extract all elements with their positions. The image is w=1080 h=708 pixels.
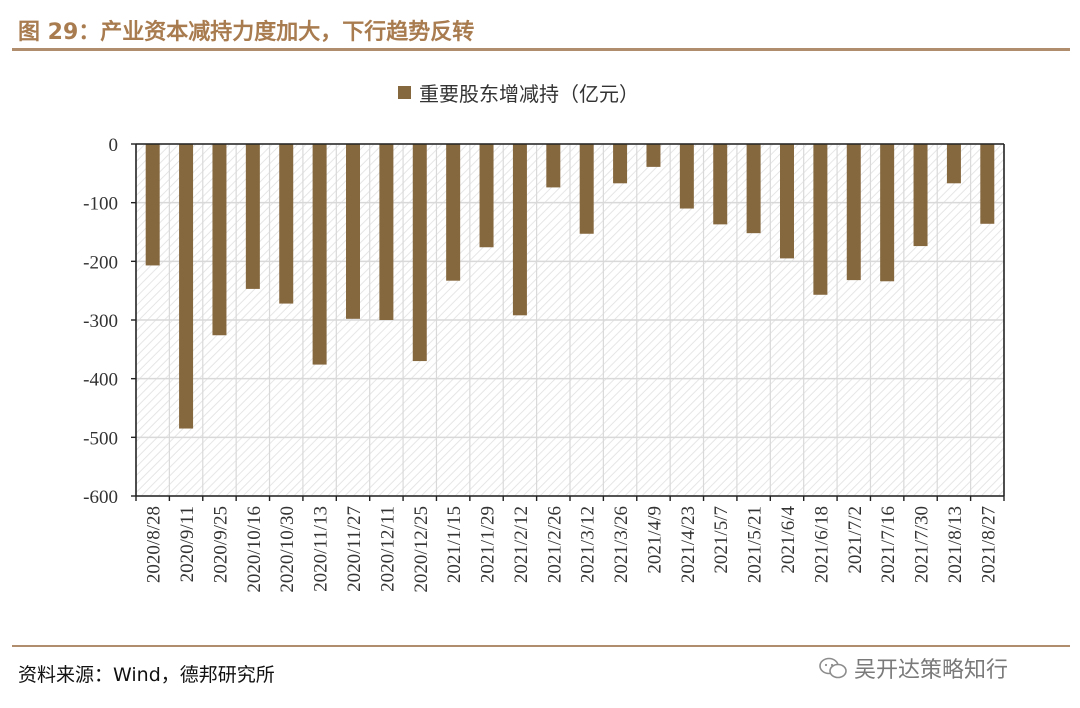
x-tick-label: 2021/6/4: [778, 506, 799, 574]
x-tick-label: 2021/1/15: [444, 506, 465, 583]
bar: [346, 144, 360, 319]
y-tick-label: -400: [83, 370, 118, 391]
bar: [279, 144, 294, 304]
bar: [145, 144, 160, 266]
x-tick-label: 2021/3/26: [611, 506, 632, 583]
bar: [813, 144, 828, 295]
chart-legend: 重要股东增减持（亿元）: [398, 78, 639, 107]
x-tick-label: 2020/10/30: [277, 506, 298, 593]
x-tick-label: 2021/5/21: [745, 506, 766, 583]
bar: [746, 144, 761, 234]
x-tick-label: 2020/12/25: [411, 506, 432, 593]
x-tick-label: 2021/4/23: [678, 506, 699, 583]
bar: [613, 144, 628, 184]
bar: [179, 144, 194, 429]
x-tick-label: 2021/2/26: [544, 506, 565, 583]
bar: [980, 144, 995, 224]
x-tick-label: 2021/8/13: [945, 506, 966, 583]
x-tick-label: 2020/10/16: [244, 506, 265, 593]
bar: [713, 144, 728, 225]
figure-title: 图 29：产业资本减持力度加大，下行趋势反转: [18, 20, 475, 45]
x-tick-label: 2021/7/2: [845, 506, 866, 574]
bar: [412, 144, 427, 362]
title-rule: [12, 48, 1070, 51]
bar: [512, 144, 527, 316]
bar: [880, 144, 895, 282]
bar-chart: 0 -100 -200 -300 -400 -500 -600 2020/8/28 2020/9…: [83, 135, 1005, 593]
bar: [679, 144, 694, 209]
x-tick-label: 2020/9/11: [177, 506, 198, 582]
bar: [579, 144, 594, 234]
x-tick-label: 2020/12/11: [377, 506, 398, 592]
x-tick-label: 2021/4/9: [644, 506, 665, 574]
bar: [846, 144, 861, 281]
source-note: 资料来源：Wind，德邦研究所: [18, 664, 275, 686]
bar: [780, 144, 794, 259]
x-tick-label: 2021/2/12: [511, 506, 532, 583]
y-tick-label: -200: [83, 252, 118, 273]
y-tick-label: -600: [83, 487, 118, 508]
bar: [913, 144, 928, 247]
x-tick-label: 2020/8/28: [144, 506, 165, 583]
x-tick-label: 2021/5/7: [711, 506, 732, 574]
legend-swatch: [398, 86, 411, 99]
footer-rule: [12, 645, 1070, 647]
y-tick-label: -100: [83, 194, 118, 215]
bar: [479, 144, 494, 248]
y-tick-label: -300: [83, 311, 118, 332]
x-tick-label: 2021/1/29: [478, 506, 499, 583]
bar: [446, 144, 461, 281]
bar: [245, 144, 260, 289]
legend-label: 重要股东增减持（亿元）: [419, 82, 639, 106]
x-tick-label: 2021/8/27: [978, 506, 999, 583]
watermark-text: 吴开达策略知行: [854, 658, 1009, 683]
y-tick-label: 0: [109, 135, 119, 156]
watermark: 吴开达策略知行: [818, 652, 1008, 684]
x-tick-label: 2021/7/30: [912, 506, 933, 583]
x-tick-label: 2020/11/27: [344, 506, 365, 592]
bar: [646, 144, 661, 167]
x-tick-label: 2020/11/13: [311, 506, 332, 592]
bar: [546, 144, 561, 188]
x-tick-label: 2021/7/16: [878, 506, 899, 583]
x-tick-label: 2020/9/25: [210, 506, 231, 583]
x-tick-label: 2021/6/18: [811, 506, 832, 583]
bar: [379, 144, 394, 320]
x-tick-label: 2021/3/12: [578, 506, 599, 583]
bar: [312, 144, 327, 365]
bar: [946, 144, 961, 184]
y-tick-label: -500: [83, 428, 118, 449]
wechat-icon: [819, 657, 847, 679]
bar: [212, 144, 227, 336]
